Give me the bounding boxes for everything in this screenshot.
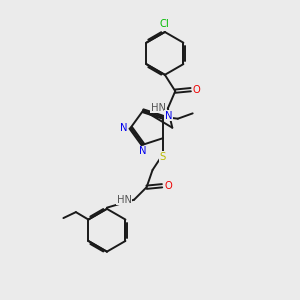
Text: HN: HN bbox=[117, 195, 132, 205]
Text: HN: HN bbox=[151, 103, 166, 113]
Text: O: O bbox=[164, 181, 172, 191]
Text: N: N bbox=[164, 111, 172, 121]
Text: N: N bbox=[139, 146, 146, 156]
Text: S: S bbox=[160, 152, 166, 162]
Text: O: O bbox=[193, 85, 200, 95]
Text: Cl: Cl bbox=[160, 19, 170, 29]
Text: N: N bbox=[120, 123, 128, 133]
